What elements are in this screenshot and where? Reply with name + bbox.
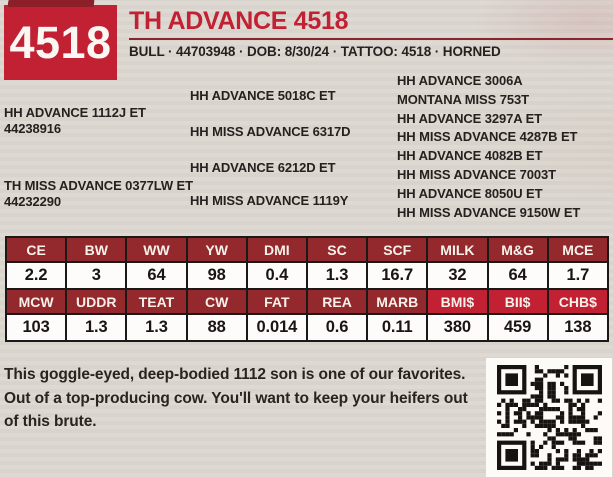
epd-value-cell: 64: [125, 261, 188, 290]
epd-value-cell: 88: [185, 313, 248, 342]
epd-value-cell: 32: [426, 261, 489, 290]
epd-header-cell: SC: [305, 236, 369, 263]
epd-value-cell: 138: [546, 313, 610, 342]
epd-value-cell: 0.6: [305, 313, 369, 342]
lot-number: 4518: [9, 17, 112, 68]
grandparent-name: HH ADVANCE 5018C ET: [190, 88, 336, 103]
epd-value-cell: 459: [486, 313, 549, 342]
epd-header-cell: TEAT: [125, 288, 188, 315]
sire-reg-number: 44238916: [4, 121, 62, 136]
qr-panel: [486, 358, 612, 477]
epd-value-cell: 64: [486, 261, 549, 290]
epd-value-cell: 98: [185, 261, 248, 290]
epd-value-cell: 0.11: [366, 313, 429, 342]
epd-header-row: CE BW WW YW DMI SC SCF MILK M&G MCE: [4, 236, 610, 263]
great-grandparent-name: HH MISS ADVANCE 9150W ET: [397, 204, 581, 220]
title-divider: [129, 38, 613, 40]
description-text: This goggle-eyed, deep-bodied 1112 son i…: [4, 366, 468, 430]
epd-header-cell: M&G: [486, 236, 549, 263]
epd-header-cell: MARB: [366, 288, 429, 315]
epd-value-cell: 3: [65, 261, 128, 290]
epd-header-cell: MCE: [546, 236, 610, 263]
epd-header-cell: REA: [305, 288, 369, 315]
animal-name-title: TH ADVANCE 4518: [129, 7, 349, 35]
great-grandparent-name: HH MISS ADVANCE 4287B ET: [397, 129, 578, 145]
epd-header-cell: FAT: [245, 288, 308, 315]
epd-header-cell: DMI: [245, 236, 308, 263]
epd-table: CE BW WW YW DMI SC SCF MILK M&G MCE 2.2 …: [4, 236, 610, 342]
qr-code: [496, 365, 602, 470]
epd-header-cell: MCW: [4, 288, 68, 315]
epd-header-row: MCW UDDR TEAT CW FAT REA MARB BMI$ BII$ …: [4, 288, 610, 315]
great-grandparent-name: HH ADVANCE 3006A: [397, 73, 523, 88]
lot-number-box: 4518: [4, 5, 117, 80]
epd-value-cell: 0.014: [245, 313, 308, 342]
epd-value-cell: 1.3: [125, 313, 188, 342]
epd-value-cell: 1.7: [546, 261, 610, 290]
great-grandparent-name: MONTANA MISS 753T: [397, 91, 529, 107]
great-grandparent-name: HH ADVANCE 3297A ET: [397, 110, 542, 126]
great-grandparent-name: HH ADVANCE 8050U ET: [397, 185, 543, 201]
grandparent-name: HH ADVANCE 6212D ET: [190, 160, 336, 175]
epd-header-cell: WW: [125, 236, 188, 263]
epd-value-cell: 380: [426, 313, 489, 342]
great-grandparent-name: HH MISS ADVANCE 7003T: [397, 166, 556, 182]
epd-header-cell: SCF: [366, 236, 429, 263]
epd-header-cell: YW: [185, 236, 248, 263]
registration-line: BULL · 44703948 · DOB: 8/30/24 · TATTOO:…: [129, 44, 501, 59]
sire-name: HH ADVANCE 1112J ET: [4, 105, 146, 120]
epd-header-cell: MILK: [426, 236, 489, 263]
epd-value-cell: 2.2: [4, 261, 68, 290]
epd-header-cell: CE: [4, 236, 68, 263]
epd-header-cell-index: BII$: [486, 288, 549, 315]
great-grandparent-name: HH ADVANCE 4082B ET: [397, 148, 543, 164]
dam-name: TH MISS ADVANCE 0377LW ET: [4, 178, 193, 193]
epd-header-cell-index: BMI$: [426, 288, 489, 315]
epd-value-row: 103 1.3 1.3 88 0.014 0.6 0.11 380 459 13…: [4, 313, 610, 342]
epd-value-cell: 16.7: [366, 261, 429, 290]
epd-value-cell: 1.3: [65, 313, 128, 342]
grandparent-name: HH MISS ADVANCE 1119Y: [190, 193, 349, 208]
epd-header-cell: BW: [65, 236, 128, 263]
great-grandparents-column: HH ADVANCE 3006A MONTANA MISS 753T HH AD…: [397, 72, 580, 222]
epd-value-cell: 103: [4, 313, 68, 342]
epd-header-cell: UDDR: [65, 288, 128, 315]
dam-reg-number: 44232290: [4, 194, 62, 209]
epd-header-cell: CW: [185, 288, 248, 315]
epd-value-row: 2.2 3 64 98 0.4 1.3 16.7 32 64 1.7: [4, 261, 610, 290]
grandparent-name: HH MISS ADVANCE 6317D: [190, 124, 351, 139]
epd-header-cell-index: CHB$: [546, 288, 610, 315]
epd-value-cell: 0.4: [245, 261, 308, 290]
epd-value-cell: 1.3: [305, 261, 369, 290]
